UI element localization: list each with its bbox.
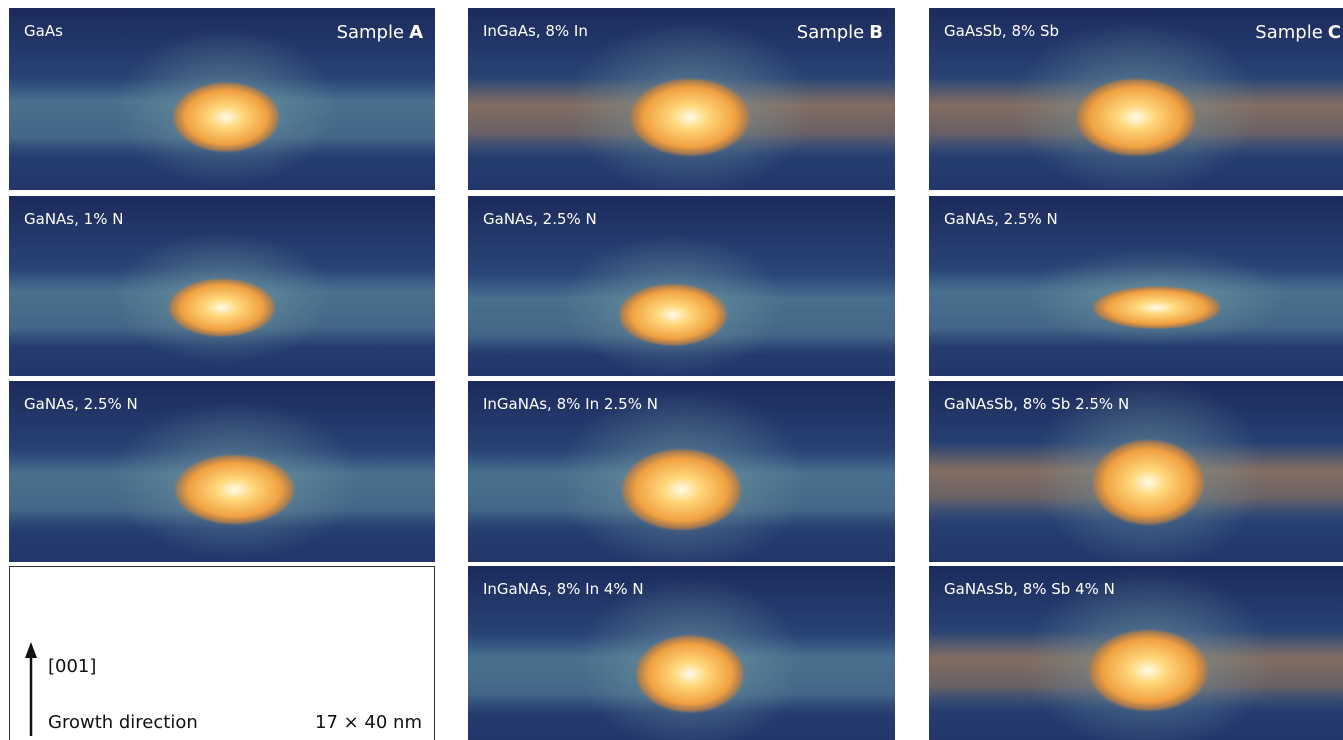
panel-label: GaNAs, 2.5% N [24,395,138,413]
quantum-dot [634,634,746,714]
sample-prefix: Sample [337,22,405,43]
sample-letter: C [1328,22,1341,43]
quantum-dot [1090,438,1206,526]
stm-panel: InGaNAs, 8% In 2.5% N [468,381,895,572]
quantum-dot [1086,628,1210,712]
stm-panel: GaNAs, 2.5% N [929,196,1343,376]
panel-label: InGaAs, 8% In [483,22,588,40]
panel-label: GaNAs, 2.5% N [944,210,1058,228]
stm-panel: GaNAsSb, 8% Sb 2.5% N [929,376,1343,570]
panel-label: GaNAsSb, 8% Sb 2.5% N [944,395,1129,413]
panel-label: GaNAs, 1% N [24,210,123,228]
stm-panel: InGaNAs, 8% In 4% N [468,566,895,740]
legend-box: [001] Growth direction 17 × 40 nm [10,567,435,740]
panel-label: GaAsSb, 8% Sb [944,22,1059,40]
panel-label: GaAs [24,22,63,40]
sample-prefix: Sample [1255,22,1323,43]
stm-panel: GaNAsSb, 8% Sb 4% N [929,566,1343,740]
direction-label: [001] [48,656,96,677]
sample-letter: B [869,22,883,43]
quantum-dot [1091,286,1223,330]
scale-label: 17 × 40 nm [315,712,422,733]
quantum-dot [173,454,297,526]
stm-panel: GaNAs, 2.5% N [9,381,435,562]
direction-caption: Growth direction [48,712,198,733]
panel-label: GaNAsSb, 8% Sb 4% N [944,580,1115,598]
sample-prefix: Sample [797,22,865,43]
quantum-dot [167,278,277,338]
sample-letter: A [409,22,423,43]
quantum-dot [171,81,281,153]
stm-panel: GaNAs, 1% N [9,196,435,376]
panel-label: InGaNAs, 8% In 4% N [483,580,644,598]
quantum-dot [628,77,752,157]
quantum-dot [620,448,744,532]
quantum-dot [1074,77,1198,157]
stm-panel: GaNAs, 2.5% N [468,196,895,376]
panel-label: InGaNAs, 8% In 2.5% N [483,395,658,413]
figure: [001] Growth direction 17 × 40 nm GaAs Sa… [0,0,1343,740]
quantum-dot [617,283,729,347]
panel-label: GaNAs, 2.5% N [483,210,597,228]
